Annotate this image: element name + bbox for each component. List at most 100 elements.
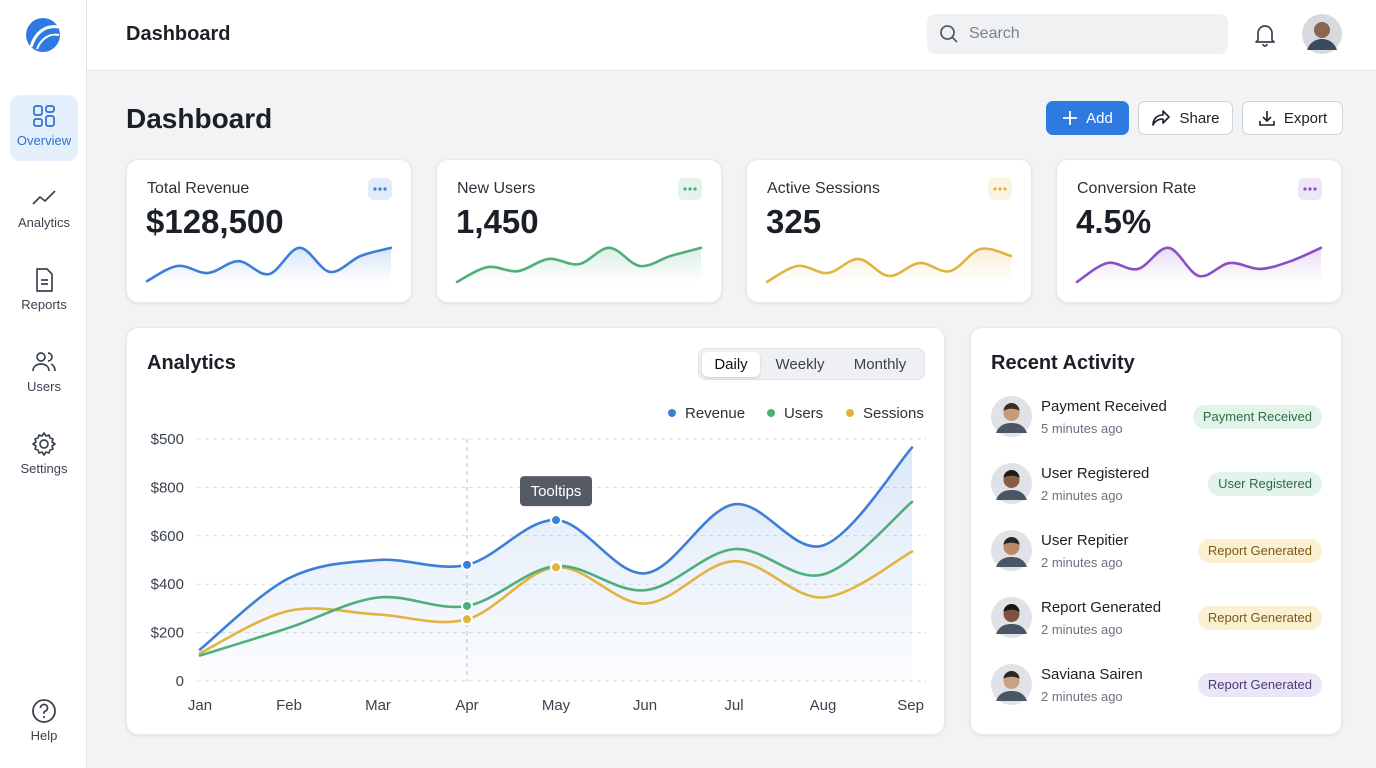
share-button[interactable]: Share xyxy=(1138,101,1233,135)
activity-badge: Payment Received xyxy=(1192,405,1322,429)
search-box[interactable]: Search xyxy=(927,14,1228,54)
nav-item[interactable]: Analytics xyxy=(10,177,78,243)
activity-time: 2 minutes ago xyxy=(1041,555,1123,570)
button-label: Share xyxy=(1179,109,1220,127)
stat-value: 1,450 xyxy=(456,203,539,240)
add-button[interactable]: Add xyxy=(1046,101,1129,135)
activity-badge: Report Generated xyxy=(1197,539,1322,563)
more-button[interactable] xyxy=(678,178,702,200)
sparkline xyxy=(765,247,1013,284)
chart-title: Analytics xyxy=(147,352,236,374)
avatar-body xyxy=(996,557,1027,567)
activity-badge: Report Generated xyxy=(1197,606,1322,630)
line-chart: 0 $200 $400 $600 $800 $500 Jan Feb Mar Apr May Jun J… xyxy=(151,431,926,714)
y-tick-label: $500 xyxy=(151,431,184,448)
stat-value: 4.5% xyxy=(1076,203,1152,240)
help-label: Help xyxy=(30,728,58,743)
highlight-point xyxy=(550,514,562,527)
activity-time: 2 minutes ago xyxy=(1041,622,1123,637)
legend-item: Sessions xyxy=(846,405,924,422)
user-avatar[interactable] xyxy=(1302,14,1342,54)
sparkline xyxy=(145,246,393,283)
stat-card: New Users 1,450 xyxy=(436,159,722,303)
stat-card: Active Sessions 325 xyxy=(746,159,1032,303)
stat-card: Total Revenue $128,500 xyxy=(126,159,412,303)
nav-item[interactable]: Reports xyxy=(10,259,78,325)
more-dot xyxy=(378,187,382,191)
legend-item: Revenue xyxy=(668,405,745,422)
legend-label: Users xyxy=(784,405,824,422)
tab[interactable]: Monthly xyxy=(853,356,907,373)
export-button[interactable]: Export xyxy=(1242,101,1343,135)
activity-badge: User Registered xyxy=(1208,472,1322,496)
legend-swatch xyxy=(668,409,676,417)
y-tick-label: $800 xyxy=(151,479,184,496)
x-tick-label: Jan xyxy=(188,697,212,714)
sparkline-line xyxy=(145,246,393,283)
page-title: Dashboard xyxy=(126,103,273,134)
nav-label: Overview xyxy=(16,133,72,148)
button-label: Add xyxy=(1086,109,1113,127)
highlight-point xyxy=(461,558,473,571)
avatar-hair xyxy=(1003,604,1020,612)
activity-name: User Repitier xyxy=(1041,532,1129,549)
tab[interactable]: Weekly xyxy=(775,356,825,373)
activity-card: Recent Activity Payment Received 5 minute… xyxy=(970,327,1342,735)
more-button[interactable] xyxy=(1298,178,1322,200)
logo xyxy=(26,18,60,52)
more-dot xyxy=(1303,187,1307,191)
avatar-body xyxy=(996,624,1027,634)
stat-label: Total Revenue xyxy=(147,180,250,197)
tab[interactable]: Daily xyxy=(702,352,760,377)
sparkline xyxy=(455,246,703,284)
avatar-hair xyxy=(1003,403,1020,411)
activity-badge: Report Generated xyxy=(1197,673,1322,697)
nav-label: Users xyxy=(27,379,61,394)
stat-label: Active Sessions xyxy=(767,180,880,197)
x-tick-label: Jul xyxy=(724,697,743,714)
activity-time: 2 minutes ago xyxy=(1041,689,1123,704)
activity-name: User Registered xyxy=(1041,465,1150,482)
more-dot xyxy=(1313,187,1317,191)
legend-swatch xyxy=(767,409,775,417)
x-tick-label: May xyxy=(542,697,571,714)
sparkline-area xyxy=(1077,247,1321,283)
sparkline-line xyxy=(455,246,703,284)
stat-card: Conversion Rate 4.5% xyxy=(1056,159,1342,303)
highlight-point xyxy=(461,613,473,626)
highlight-point xyxy=(550,561,562,574)
avatar-hair xyxy=(1003,537,1020,545)
y-tick-label: $200 xyxy=(151,625,184,642)
activity-name: Saviana Sairen xyxy=(1041,666,1143,683)
activity-time: 2 minutes ago xyxy=(1041,488,1123,503)
activity-title: Recent Activity xyxy=(991,352,1135,374)
sidebar: Overview Analytics Reports Users Settings He… xyxy=(0,0,87,768)
more-button[interactable] xyxy=(988,178,1012,200)
header-title: Dashboard xyxy=(126,23,231,45)
y-tick-label: 0 xyxy=(176,673,184,690)
more-button[interactable] xyxy=(368,178,392,200)
tooltip-box xyxy=(520,476,592,507)
avatar-body xyxy=(996,423,1027,433)
x-tick-label: Mar xyxy=(365,697,391,714)
nav-label: Analytics xyxy=(17,215,71,230)
series-line xyxy=(198,446,914,651)
x-tick-label: Aug xyxy=(810,697,837,714)
nav-item[interactable]: Users xyxy=(10,341,78,407)
notification-bell[interactable] xyxy=(1253,22,1277,48)
activity-avatar xyxy=(991,396,1032,437)
y-tick-label: $600 xyxy=(151,528,184,545)
nav-item[interactable]: Settings xyxy=(10,423,78,489)
more-dot xyxy=(383,187,387,191)
nav-item[interactable]: Overview xyxy=(10,95,78,161)
highlight-point xyxy=(461,599,473,612)
activity-avatar xyxy=(991,530,1032,571)
more-dot xyxy=(1003,187,1007,191)
activity-avatar xyxy=(991,597,1032,638)
stat-value: 325 xyxy=(766,203,822,240)
more-dot xyxy=(683,187,687,191)
help-link[interactable]: Help xyxy=(10,690,78,756)
stat-label: New Users xyxy=(457,180,536,197)
y-tick-label: $400 xyxy=(151,576,184,593)
tab-group: Daily Weekly Monthly xyxy=(698,348,925,380)
